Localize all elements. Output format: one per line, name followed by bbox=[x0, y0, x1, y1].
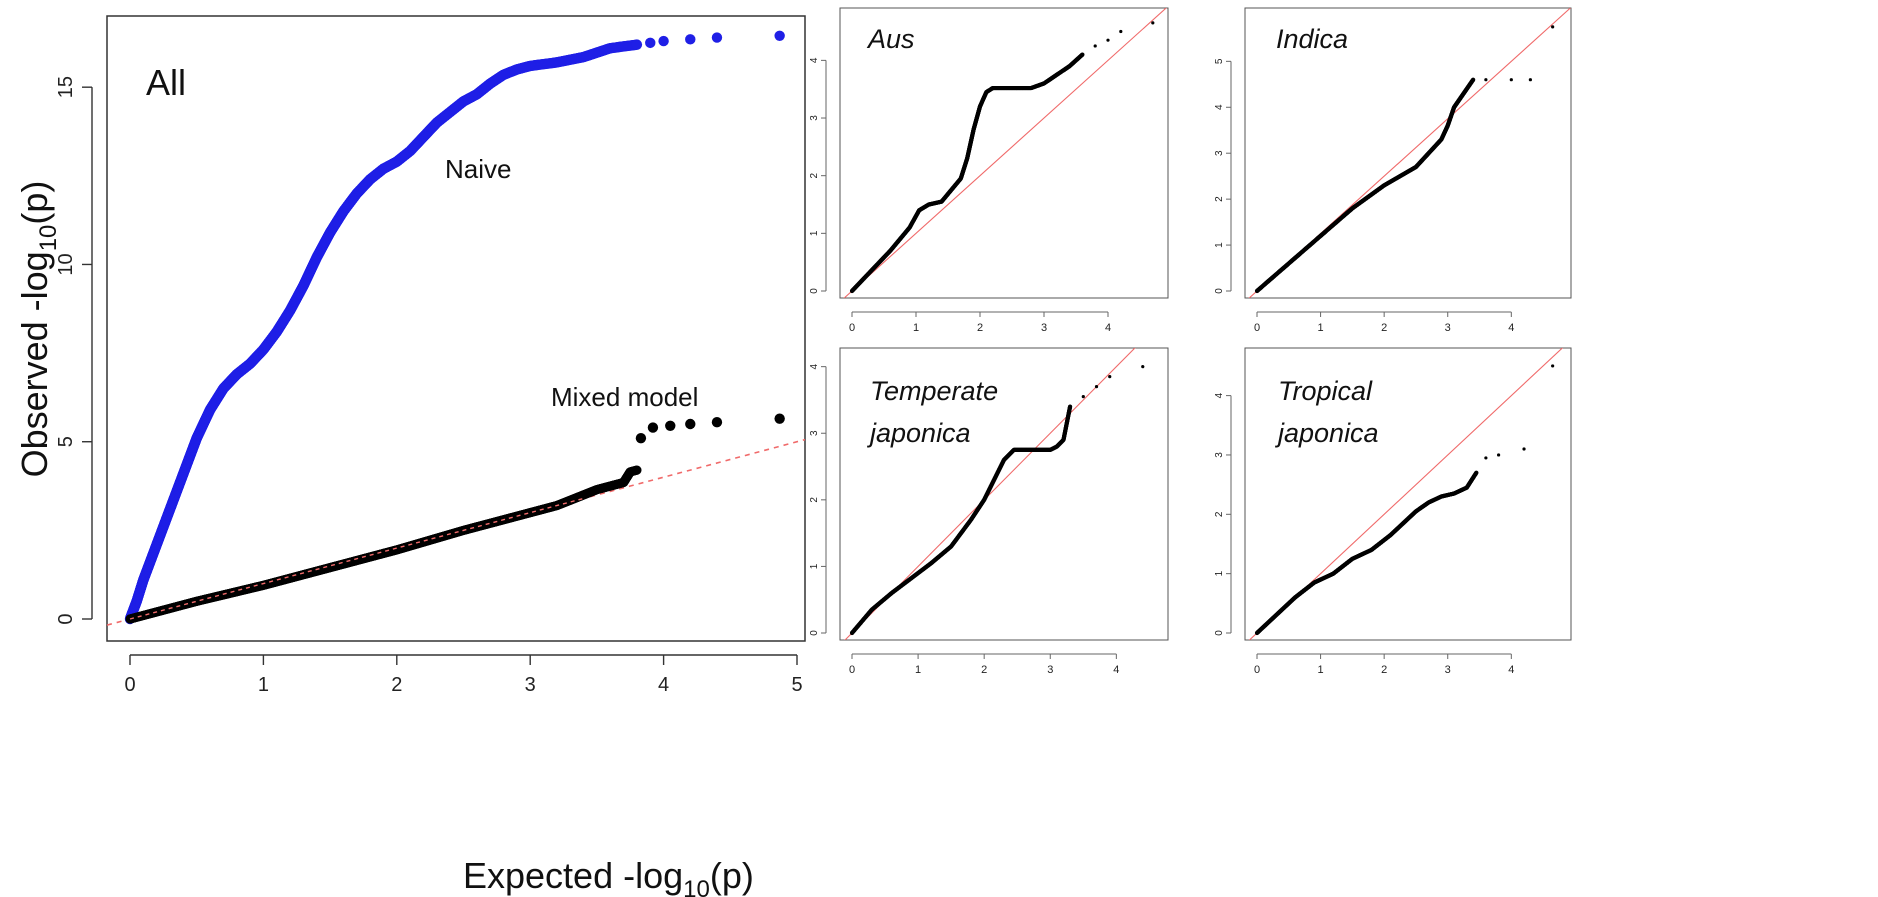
mixed-model-point bbox=[685, 418, 696, 430]
mixed-model-point bbox=[632, 465, 642, 475]
x-tick-label: 4 bbox=[1105, 322, 1111, 334]
y-tick-label: 15 bbox=[55, 76, 77, 98]
mixed-model-series bbox=[125, 413, 785, 624]
x-axis-title-subscript: 10 bbox=[683, 876, 710, 897]
y-axis-title-subscript: 10 bbox=[35, 225, 62, 252]
y-tick-label: 0 bbox=[55, 613, 77, 624]
x-tick-label: 3 bbox=[1445, 322, 1451, 334]
x-tick-label: 1 bbox=[913, 322, 919, 334]
naive-series bbox=[124, 30, 785, 625]
naive-point bbox=[645, 37, 656, 49]
y-tick-label: 4 bbox=[809, 57, 820, 63]
mixed-model-point bbox=[711, 417, 723, 428]
x-tick-label: 3 bbox=[525, 674, 536, 696]
x-tick-label: 4 bbox=[658, 674, 669, 696]
x-tick-label: 0 bbox=[1254, 322, 1260, 334]
mixed-model-point bbox=[774, 413, 785, 424]
x-tick-label: 0 bbox=[124, 674, 135, 696]
panel-label-temperate-japonica-line1: Temperate bbox=[870, 376, 998, 406]
naive-point bbox=[631, 39, 643, 50]
naive-point bbox=[685, 34, 696, 45]
qq-point bbox=[1106, 38, 1110, 42]
x-tick-label: 2 bbox=[391, 674, 402, 696]
y-tick-label: 1 bbox=[1214, 242, 1225, 248]
x-tick-label: 1 bbox=[258, 674, 269, 696]
main-plot-frame bbox=[106, 15, 806, 642]
x-tick-label: 0 bbox=[849, 322, 855, 334]
qq-point bbox=[1080, 52, 1085, 57]
y-tick-label: 4 bbox=[1214, 104, 1225, 110]
annotation-mixed-model: Mixed model bbox=[551, 382, 698, 412]
x-tick-label: 2 bbox=[1381, 322, 1387, 334]
qq-point bbox=[1509, 78, 1513, 82]
y-tick-label: 2 bbox=[1214, 196, 1225, 202]
x-axis-title-prefix: Expected -log bbox=[463, 855, 683, 896]
qq-point bbox=[1119, 29, 1123, 34]
y-tick-label: 10 bbox=[55, 253, 77, 275]
panel-label-indica: Indica bbox=[1276, 24, 1348, 54]
naive-point bbox=[711, 32, 723, 43]
qq-point bbox=[1484, 78, 1488, 82]
mixed-model-point bbox=[647, 422, 659, 433]
y-tick-label: 3 bbox=[1214, 150, 1225, 156]
qq-point bbox=[1151, 21, 1155, 25]
y-axis-title-suffix: (p) bbox=[14, 181, 55, 225]
y-tick-label: 0 bbox=[809, 288, 820, 294]
x-tick-label: 2 bbox=[977, 322, 983, 334]
reference-line bbox=[844, 348, 1136, 640]
x-tick-label: 5 bbox=[791, 674, 802, 696]
y-tick-label: 5 bbox=[1214, 58, 1225, 64]
naive-point bbox=[658, 35, 669, 47]
x-tick-label: 3 bbox=[1041, 322, 1047, 334]
qq-point bbox=[1528, 78, 1532, 82]
y-tick-label: 0 bbox=[1214, 288, 1225, 294]
y-axis-title-prefix: Observed -log bbox=[14, 251, 55, 477]
y-tick-label: 2 bbox=[809, 172, 820, 178]
mixed-model-point bbox=[665, 420, 676, 431]
x-axis-title: Expected -log10(p) bbox=[463, 855, 754, 897]
indica-qq-panel: Indica 0 1 2 3 4 0 1 2 3 4 5 bbox=[1214, 7, 1572, 334]
panel-label-temperate-japonica-line2: japonica bbox=[866, 418, 971, 448]
y-tick-label: 1 bbox=[809, 230, 820, 236]
panel-label-aus: Aus bbox=[866, 24, 915, 54]
x-tick-label: 1 bbox=[1318, 322, 1324, 334]
qq-point bbox=[1471, 77, 1476, 82]
annotation-naive: Naive bbox=[445, 154, 511, 184]
panel-label-all: All bbox=[146, 62, 186, 103]
mixed-model-point bbox=[635, 432, 647, 444]
main-qq-panel: 0 1 2 3 4 5 0 5 10 15 All Naive Mixed model bbox=[55, 15, 806, 696]
qq-point bbox=[1551, 25, 1555, 29]
x-axis-title-suffix: (p) bbox=[710, 855, 754, 896]
y-tick-label: 3 bbox=[809, 115, 820, 121]
y-tick-label: 5 bbox=[55, 436, 77, 447]
x-tick-label: 4 bbox=[1508, 322, 1514, 334]
y-axis-title: Observed -log10(p) bbox=[14, 181, 62, 478]
naive-point bbox=[774, 30, 785, 41]
qq-point bbox=[1093, 44, 1097, 48]
